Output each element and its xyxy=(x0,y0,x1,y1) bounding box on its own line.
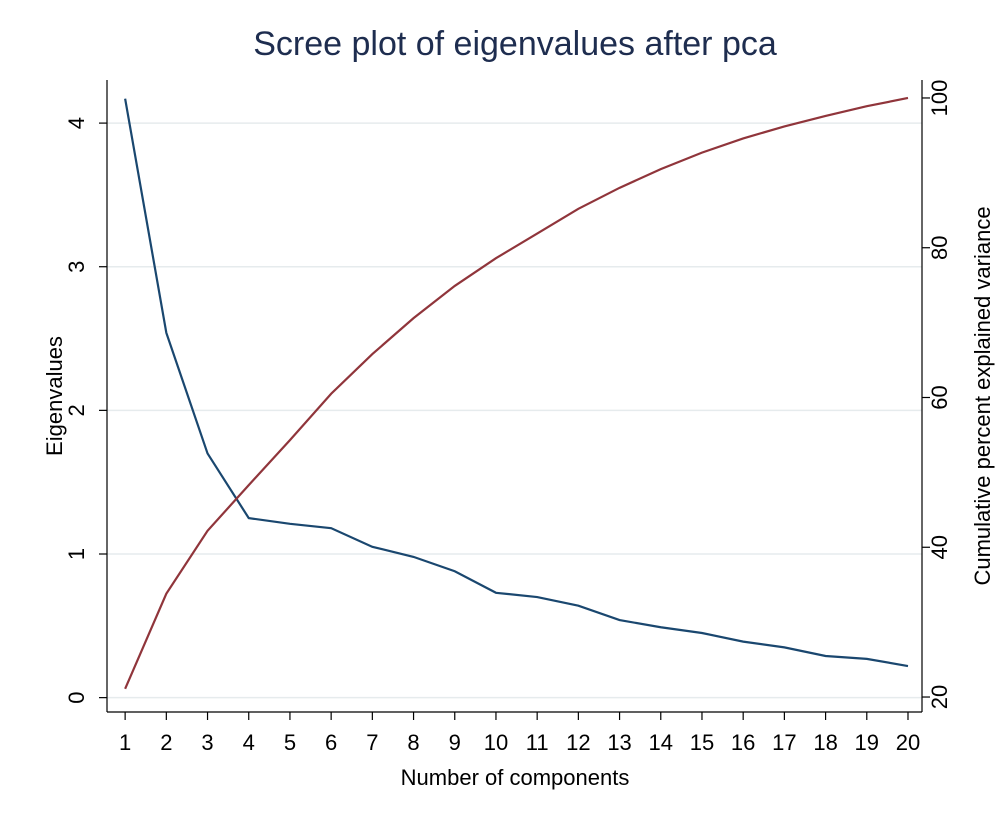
series-line xyxy=(124,96,909,690)
x-tick-label: 4 xyxy=(243,730,255,755)
y2-axis-label: Cumulative percent explained variance xyxy=(970,206,995,585)
y-tick-label: 1 xyxy=(64,548,89,560)
x-tick-label: 9 xyxy=(449,730,461,755)
x-axis-label: Number of components xyxy=(401,765,630,790)
x-tick-label: 12 xyxy=(566,730,590,755)
y-axis-label: Eigenvalues xyxy=(42,336,67,456)
x-tick-label: 17 xyxy=(772,730,796,755)
x-tick-label: 2 xyxy=(160,730,172,755)
x-tick-label: 14 xyxy=(649,730,673,755)
x-tick-label: 7 xyxy=(366,730,378,755)
y-tick-label: 3 xyxy=(64,261,89,273)
y2-tick-label: 100 xyxy=(927,80,952,117)
x-tick-label: 3 xyxy=(201,730,213,755)
y2-tick-label: 20 xyxy=(927,685,952,709)
x-tick-label: 6 xyxy=(325,730,337,755)
x-tick-label: 20 xyxy=(896,730,920,755)
y2-tick-label: 60 xyxy=(927,385,952,409)
x-tick-label: 5 xyxy=(284,730,296,755)
x-tick-label: 15 xyxy=(690,730,714,755)
x-tick-label: 8 xyxy=(407,730,419,755)
x-tick-label: 18 xyxy=(813,730,837,755)
y2-tick-label: 40 xyxy=(927,535,952,559)
x-tick-label: 1 xyxy=(119,730,131,755)
x-tick-label: 13 xyxy=(607,730,631,755)
y-tick-label: 4 xyxy=(64,117,89,129)
x-tick-label: 11 xyxy=(526,730,549,755)
y-tick-label: 0 xyxy=(64,692,89,704)
x-tick-label: 10 xyxy=(484,730,508,755)
chart-title: Scree plot of eigenvalues after pca xyxy=(253,25,777,63)
x-tick-label: 19 xyxy=(855,730,879,755)
y-tick-label: 2 xyxy=(64,404,89,416)
x-tick-label: 16 xyxy=(731,730,755,755)
y2-tick-label: 80 xyxy=(927,235,952,259)
series-line xyxy=(124,98,909,668)
